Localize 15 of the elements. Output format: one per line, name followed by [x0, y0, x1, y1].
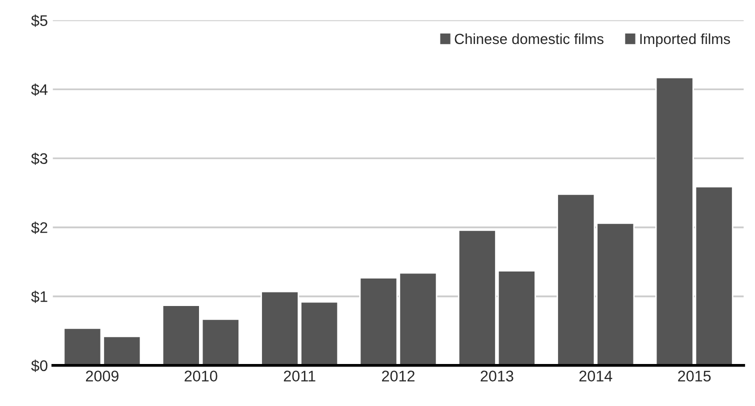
y-tick-label: $3	[31, 152, 48, 165]
x-tick-label: 2011	[284, 370, 316, 382]
x-tick-label: 2012	[382, 370, 414, 382]
y-tick-label: $1	[31, 290, 48, 303]
y-tick-label: $2	[31, 222, 48, 234]
y-tick-label: $5	[31, 14, 48, 27]
x-tick-label: 2010	[184, 370, 218, 382]
legend-label: Imported films	[640, 33, 730, 48]
y-tick-label: $0	[31, 360, 48, 372]
legend-label: Chinese domestic films	[454, 33, 604, 44]
x-tick-label: 2014	[579, 370, 612, 382]
x-tick-label: 2015	[678, 370, 711, 382]
y-tick-label: $4	[31, 84, 48, 96]
x-tick-label: 2013	[480, 370, 514, 382]
x-tick-label: 2009	[86, 370, 118, 382]
